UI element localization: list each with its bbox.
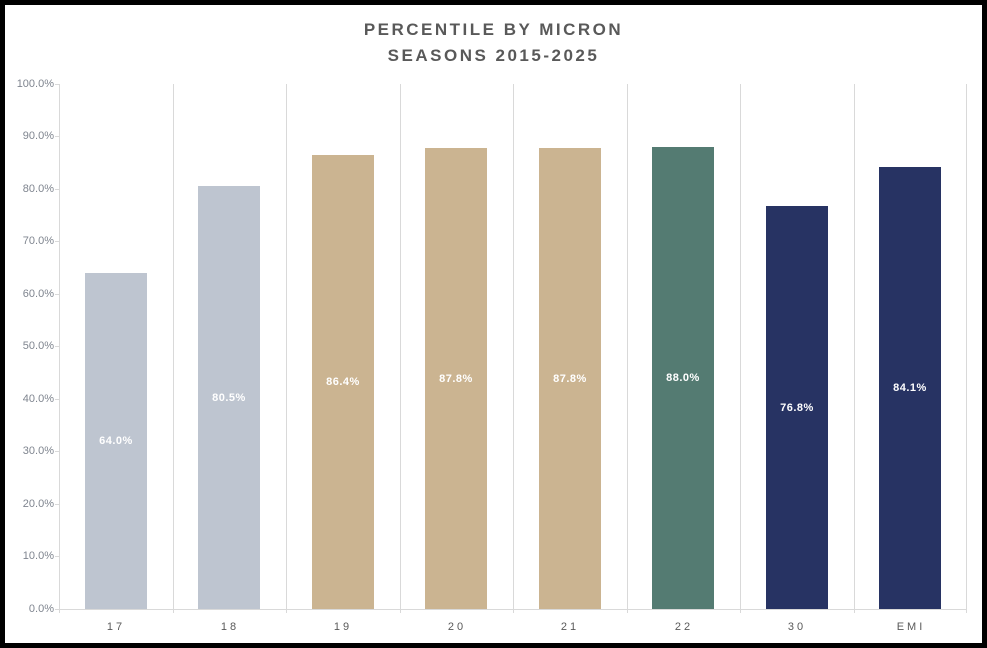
- plot-area: 64.0% 80.5% 86.4% 87.8% 87.8% 88.0% 76.8% 84.1%: [59, 84, 967, 613]
- x-category-label-21: 21: [560, 621, 580, 633]
- vertical-gridline: [740, 84, 741, 613]
- y-tick-mark: [55, 294, 59, 295]
- vertical-gridline: [400, 84, 401, 613]
- y-tick-label: 20.0%: [22, 498, 54, 510]
- y-tick-label: 50.0%: [22, 340, 54, 352]
- y-tick-mark: [55, 399, 59, 400]
- y-tick-mark: [55, 84, 59, 85]
- chart-title-line-2: SEASONS 2015-2025: [387, 46, 600, 65]
- y-tick-mark: [55, 189, 59, 190]
- x-category-label-20: 20: [447, 621, 467, 633]
- bar-data-label: 87.8%: [439, 372, 473, 385]
- y-tick-label: 0.0%: [28, 603, 54, 615]
- y-tick-mark: [55, 136, 59, 137]
- vertical-gridline: [286, 84, 287, 613]
- y-tick-mark: [55, 241, 59, 242]
- bar-data-label: 64.0%: [99, 435, 133, 447]
- bar-data-label: 80.5%: [212, 391, 246, 404]
- y-tick-label: 90.0%: [22, 130, 54, 142]
- bar-data-label: 86.4%: [326, 376, 360, 388]
- bar-22[interactable]: 88.0%: [652, 147, 714, 609]
- y-tick-label: 60.0%: [22, 288, 54, 300]
- bar-19[interactable]: 86.4%: [312, 155, 374, 609]
- vertical-gridline: [513, 84, 514, 613]
- y-tick-label: 10.0%: [22, 550, 54, 562]
- vertical-gridline: [966, 84, 967, 613]
- bar-data-label: 88.0%: [666, 372, 700, 384]
- bar-20[interactable]: 87.8%: [425, 148, 487, 609]
- x-category-label-EMI: EMI: [896, 621, 926, 633]
- y-tick-label: 30.0%: [22, 445, 54, 457]
- bar-30[interactable]: 76.8%: [766, 206, 828, 609]
- bar-data-label: 84.1%: [893, 382, 927, 394]
- y-tick-mark: [55, 504, 59, 505]
- chart-title-line-1: PERCENTILE BY MICRON: [363, 20, 624, 39]
- chart-title: PERCENTILE BY MICRON SEASONS 2015-2025: [5, 17, 982, 69]
- bar-18[interactable]: 80.5%: [198, 186, 260, 609]
- x-category-label-30: 30: [787, 621, 807, 633]
- y-tick-mark: [55, 451, 59, 452]
- y-tick-mark: [55, 556, 59, 557]
- y-tick-mark: [55, 609, 59, 610]
- bar-17[interactable]: 64.0%: [85, 273, 147, 609]
- y-tick-label: 100.0%: [16, 78, 54, 90]
- bar-data-label: 76.8%: [780, 401, 814, 414]
- y-tick-label: 70.0%: [22, 235, 54, 247]
- vertical-gridline: [854, 84, 855, 613]
- y-tick-label: 40.0%: [22, 393, 54, 405]
- y-tick-label: 80.0%: [22, 183, 54, 195]
- x-category-label-19: 19: [333, 621, 353, 633]
- bar-EMI[interactable]: 84.1%: [879, 167, 941, 609]
- y-tick-mark: [55, 346, 59, 347]
- vertical-gridline: [59, 84, 60, 613]
- x-category-label-22: 22: [674, 621, 694, 633]
- vertical-gridline: [173, 84, 174, 613]
- bar-data-label: 87.8%: [553, 372, 587, 385]
- vertical-gridline: [627, 84, 628, 613]
- bar-21[interactable]: 87.8%: [539, 148, 601, 609]
- x-category-label-17: 17: [106, 621, 126, 633]
- x-category-label-18: 18: [220, 621, 240, 633]
